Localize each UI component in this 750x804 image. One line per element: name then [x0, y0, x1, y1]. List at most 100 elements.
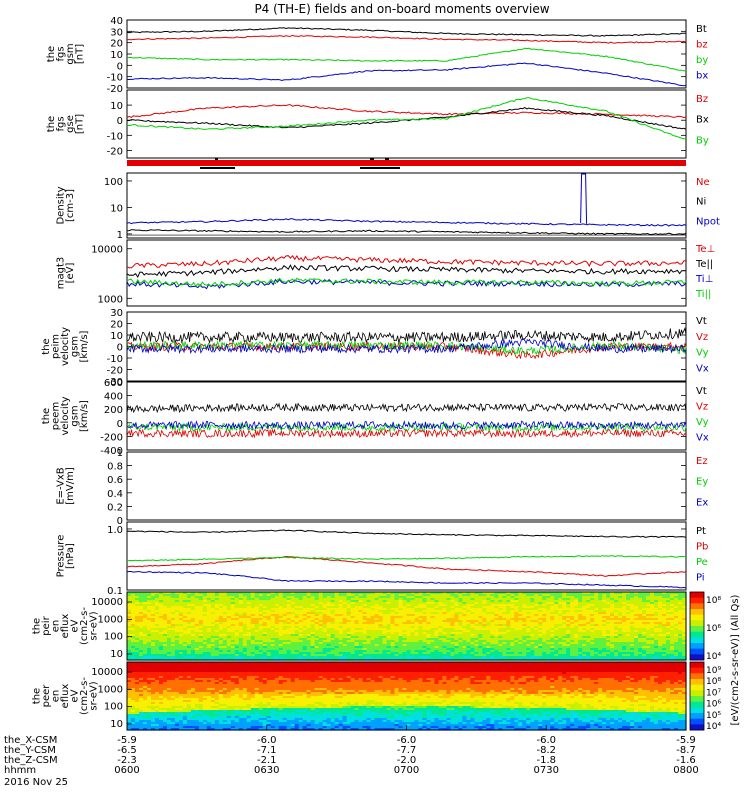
- ytick-label: 0: [117, 419, 123, 430]
- spectrogram-ions: [127, 592, 687, 661]
- legend-entry: Vz: [696, 402, 708, 413]
- legend-entry: Te⊥: [695, 244, 715, 255]
- ytick-label: 0.8: [107, 462, 123, 473]
- panels: thefgsgsm[nT]-20-10010203040Btbzbybxthef…: [32, 16, 720, 731]
- ytick-label: 1: [117, 230, 123, 241]
- legend-entry: Vt: [696, 316, 707, 327]
- ytick-label: 0.6: [107, 475, 123, 486]
- legend-entry: by: [696, 55, 708, 66]
- legend-entry: Bz: [696, 94, 708, 105]
- panel-3-ylabel: Density[cm-3]: [55, 186, 76, 224]
- ytick-label: 10: [110, 101, 123, 112]
- panel-frame: [127, 382, 686, 450]
- legend-entry: Npot: [696, 216, 720, 227]
- panel-9: thepeirenefluxeV(cm2-s-sr-eV)10000100010…: [32, 592, 687, 661]
- panel-4-ylabel: magt3[eV]: [55, 257, 76, 290]
- plot-title: P4 (TH-E) fields and on-board moments ov…: [254, 2, 549, 16]
- ytick-label: -20: [107, 84, 123, 95]
- ytick-label: 10000: [91, 245, 123, 256]
- panel-frame: [127, 173, 686, 238]
- ytick-label: 0: [117, 343, 123, 354]
- legend-entry: Pt: [696, 526, 706, 537]
- legend-entry: Ne: [696, 177, 710, 188]
- ytick-label: -20: [107, 146, 123, 157]
- legend-entry: Ni: [696, 197, 706, 208]
- ylabel-line: [eV]: [65, 263, 76, 284]
- ylabel-line: [cm-3]: [65, 189, 76, 222]
- ytick-label: 1: [117, 448, 123, 459]
- ylabel-line: [mV/m]: [65, 467, 76, 505]
- ytick-label: 1000: [98, 294, 123, 305]
- ytick-label: 600: [104, 378, 123, 389]
- legend-entry: Pi: [696, 573, 705, 584]
- legend-entry: Te||: [695, 259, 713, 270]
- panel-8-legend: Pt Pb Pe Pi: [696, 526, 708, 584]
- ytick-label: 0.4: [107, 489, 123, 500]
- panel-1-legend: Bt bz by bx: [696, 24, 708, 82]
- ytick-label: 0: [117, 61, 123, 72]
- legend-entry: Ti||: [695, 289, 711, 300]
- ylabel-line: [km/s]: [79, 330, 90, 362]
- ytick-label: 20: [110, 320, 123, 331]
- ylabel-line: [nT]: [74, 44, 85, 64]
- legend-entry: Ti⊥: [695, 274, 713, 285]
- panel-frame: [127, 452, 686, 520]
- legend-entry: Ex: [696, 497, 708, 508]
- ytick-label: 10: [110, 203, 123, 214]
- ylabel-line: [km/s]: [79, 400, 90, 432]
- panel-7-ylabel: E=-VxB[mV/m]: [55, 467, 76, 505]
- ytick-label: 20: [110, 39, 123, 50]
- panel-6: thepeemvelocitygsm[km/s]-400-20002004006…: [41, 378, 709, 457]
- ytick-label: -200: [100, 432, 123, 443]
- ytick-label: 10: [110, 331, 123, 342]
- legend-entry: By: [696, 135, 709, 146]
- panel-3: Density[cm-3] 100 10 1 Ne Ni Npot: [55, 173, 720, 241]
- legend-entry: Pb: [696, 542, 708, 553]
- ytick-label: 0.2: [107, 502, 123, 513]
- ytick-label: 400: [104, 392, 123, 403]
- legend-entry: Pe: [696, 557, 708, 568]
- ytick-label: 10000: [91, 597, 123, 608]
- panel-6-legend: Vt Vz Vy Vx: [696, 386, 709, 444]
- legend-entry: Vy: [696, 417, 709, 428]
- panel-2-legend: Bz Bx By: [696, 94, 709, 146]
- ytick-label: 10: [110, 50, 123, 61]
- legend-entry: Bt: [696, 24, 707, 35]
- legend-entry: Vx: [696, 433, 709, 444]
- panel-8-ylabel: Pressure[nPa]: [55, 535, 76, 578]
- ytick-label: 100: [104, 177, 123, 188]
- legend-entry: Ez: [696, 456, 708, 467]
- panel-4-legend: Te⊥ Te|| Ti⊥ Ti||: [695, 244, 715, 300]
- legend-entry: Vz: [696, 332, 708, 343]
- panel-4: magt3[eV] 10000 1000 Te⊥ Te|| Ti⊥ Ti||: [55, 240, 715, 306]
- legend-entry: Vy: [696, 348, 709, 359]
- ylabel-line: [nT]: [74, 114, 85, 134]
- ytick-label: 30: [110, 27, 123, 38]
- ytick-label: 0: [117, 116, 123, 127]
- legend-entry: Ey: [696, 477, 708, 488]
- ytick-label: -10: [107, 73, 123, 84]
- ylabel-line: [nPa]: [65, 543, 76, 569]
- ytick-label: 30: [110, 308, 123, 319]
- legend-entry: Vt: [696, 386, 707, 397]
- legend-entry: bz: [696, 40, 708, 51]
- ytick-label: -10: [107, 354, 123, 365]
- ytick-label: -20: [107, 366, 123, 377]
- panel-5: thepeimvelocitygsm[km/s]-30-20-100102030…: [41, 308, 709, 388]
- ytick-label: 0.1: [107, 586, 123, 597]
- panel-3-legend: Ne Ni Npot: [696, 177, 720, 227]
- legend-entry: bx: [696, 71, 708, 82]
- legend-entry: Bx: [696, 115, 709, 126]
